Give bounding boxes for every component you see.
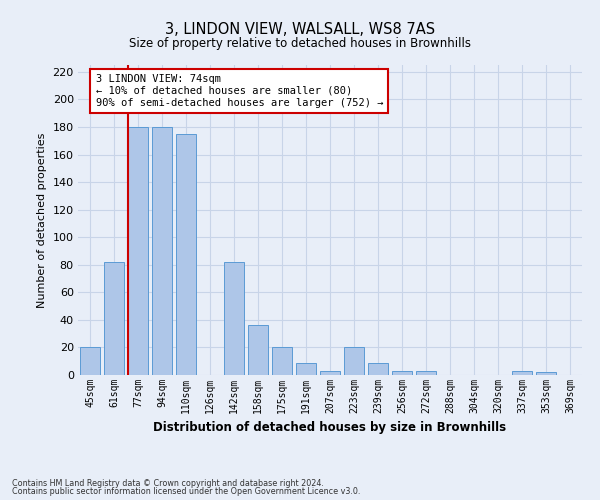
Text: Contains HM Land Registry data © Crown copyright and database right 2024.: Contains HM Land Registry data © Crown c… xyxy=(12,478,324,488)
Bar xyxy=(512,371,532,375)
Text: 3 LINDON VIEW: 74sqm
← 10% of detached houses are smaller (80)
90% of semi-detac: 3 LINDON VIEW: 74sqm ← 10% of detached h… xyxy=(95,74,383,108)
Bar xyxy=(248,326,268,375)
Text: 3, LINDON VIEW, WALSALL, WS8 7AS: 3, LINDON VIEW, WALSALL, WS8 7AS xyxy=(165,22,435,38)
Bar xyxy=(368,362,388,375)
Bar xyxy=(80,348,100,375)
Y-axis label: Number of detached properties: Number of detached properties xyxy=(37,132,47,308)
Bar xyxy=(176,134,196,375)
Bar xyxy=(536,372,556,375)
Bar xyxy=(104,262,124,375)
Bar xyxy=(128,127,148,375)
Bar xyxy=(152,127,172,375)
X-axis label: Distribution of detached houses by size in Brownhills: Distribution of detached houses by size … xyxy=(154,422,506,434)
Text: Contains public sector information licensed under the Open Government Licence v3: Contains public sector information licen… xyxy=(12,487,361,496)
Bar xyxy=(224,262,244,375)
Bar xyxy=(392,371,412,375)
Bar xyxy=(416,371,436,375)
Text: Size of property relative to detached houses in Brownhills: Size of property relative to detached ho… xyxy=(129,38,471,51)
Bar xyxy=(344,348,364,375)
Bar xyxy=(272,348,292,375)
Bar xyxy=(320,371,340,375)
Bar xyxy=(296,362,316,375)
